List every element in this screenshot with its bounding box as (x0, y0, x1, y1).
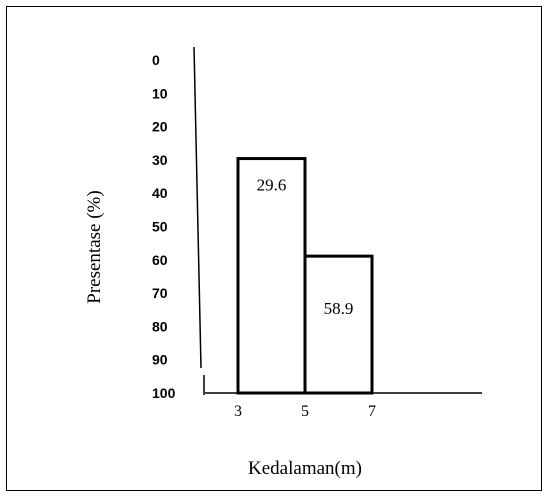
y-tick-label: 40 (152, 185, 168, 201)
y-tick-label: 50 (152, 219, 168, 235)
y-tick-label: 10 (152, 85, 168, 101)
x-tick-label: 3 (234, 403, 242, 420)
y-tick-label: 90 (152, 352, 168, 368)
y-tick-label: 100 (152, 385, 176, 401)
bar-value-label: 58.9 (324, 299, 354, 318)
x-axis-title: Kedalaman(m) (248, 458, 362, 479)
y-tick-label: 60 (152, 252, 168, 268)
y-tick-label: 80 (152, 318, 168, 334)
x-tick-label: 7 (368, 403, 376, 420)
y-tick-label: 0 (152, 52, 160, 68)
x-tick-label: 5 (301, 403, 309, 420)
y-tick-label: 70 (152, 285, 168, 301)
y-tick-labels: 0 10 20 30 40 50 60 70 80 90 100 (152, 52, 176, 401)
y-axis-line (193, 46, 202, 369)
y-tick-label: 30 (152, 152, 168, 168)
y-tick-label: 20 (152, 119, 168, 135)
bars: 29.6 58.9 (236, 157, 374, 395)
x-tick-labels: 3 5 7 (234, 403, 376, 420)
bar-value-label: 29.6 (257, 176, 287, 195)
figure-frame (6, 6, 542, 491)
y-axis-title: Presentase (%) (84, 190, 105, 303)
bar (303, 254, 374, 395)
